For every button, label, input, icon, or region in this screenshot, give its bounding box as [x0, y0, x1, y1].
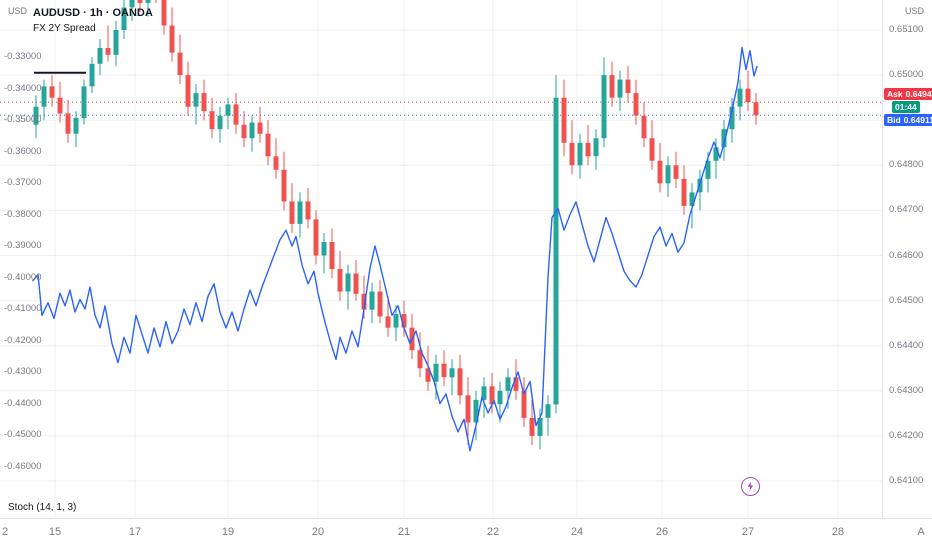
candlestick-series — [33, 0, 759, 450]
ask-label: Ask — [887, 89, 903, 99]
spread-line-series — [32, 46, 758, 452]
right-axis-tick: 0.64800 — [889, 159, 924, 171]
time-axis-tick: 24 — [570, 526, 584, 538]
right-axis-tick: 0.64600 — [889, 249, 924, 261]
time-axis-tick: 15 — [48, 526, 62, 538]
stoch-pane-label[interactable]: Stoch (14, 1, 3) — [8, 502, 77, 513]
time-axis-tick: 28 — [831, 526, 845, 538]
lightning-bolt-icon[interactable] — [741, 477, 760, 496]
bid-price-badge[interactable]: Bid 0.64911 — [884, 114, 932, 126]
bid-value: 0.64911 — [903, 115, 932, 125]
symbol-title[interactable]: AUDUSD · 1h · OANDA — [33, 7, 153, 19]
right-price-axis[interactable]: USD 0.651000.650000.649000.648000.647000… — [882, 0, 932, 518]
time-axis-tick: 19 — [221, 526, 235, 538]
left-axis-currency[interactable]: USD — [8, 6, 28, 16]
time-axis-tick: 21 — [397, 526, 411, 538]
indicator-title[interactable]: FX 2Y Spread — [33, 23, 96, 34]
time-axis-tick: 17 — [128, 526, 142, 538]
bar-countdown-badge: 01:44 — [892, 101, 920, 113]
gridlines — [0, 0, 882, 518]
right-axis-tick: 0.65000 — [889, 69, 924, 81]
chart-legend: AUDUSD · 1h · OANDA FX 2Y Spread — [33, 7, 153, 34]
time-axis-tick: 2 — [1, 526, 9, 538]
time-axis-tick: 22 — [486, 526, 500, 538]
chart-canvas[interactable] — [0, 0, 932, 518]
lightning-glyph — [747, 481, 754, 492]
right-axis-tick: 0.64100 — [889, 475, 924, 486]
right-axis-tick: 0.64400 — [889, 339, 924, 351]
time-axis-tick: A — [917, 526, 925, 538]
time-axis[interactable]: 2 15 17 19 20 21 22 24 26 27 28 A — [0, 518, 932, 550]
right-axis-tick: 0.64500 — [889, 294, 924, 306]
right-axis-tick: 0.64700 — [889, 204, 924, 216]
right-axis-tick: 0.64200 — [889, 429, 924, 441]
time-axis-tick: 26 — [655, 526, 669, 538]
right-axis-tick: 0.65100 — [889, 24, 924, 35]
time-axis-tick: 27 — [741, 526, 755, 538]
right-axis-currency[interactable]: USD — [905, 6, 925, 16]
right-axis-tick: 0.64300 — [889, 384, 924, 396]
bid-label: Bid — [887, 115, 901, 125]
time-axis-tick: 20 — [311, 526, 325, 538]
